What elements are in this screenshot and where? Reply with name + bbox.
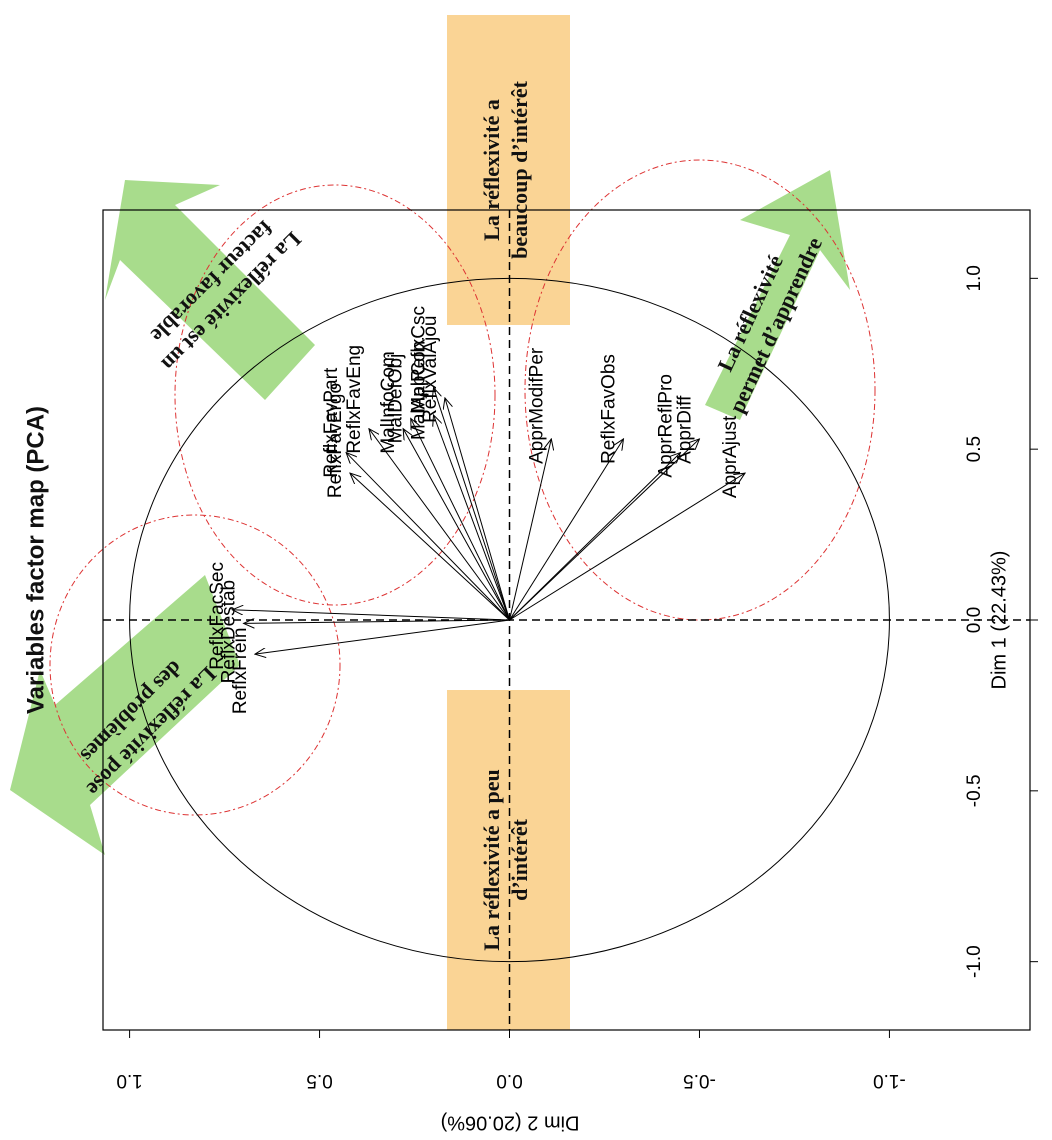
chart-title: Variables factor map (PCA) <box>22 406 49 714</box>
variable-label: MalInfoCom <box>378 351 399 453</box>
y-tick-label: 0.5 <box>306 1070 332 1091</box>
variable-label: ReflxFavPart <box>321 367 342 478</box>
annotation-text: d’intérêt <box>507 818 532 901</box>
variable-label: MalAppCon <box>409 341 430 440</box>
x-tick-label: -0.5 <box>964 774 985 807</box>
variable-arrow <box>509 473 746 621</box>
x-tick-label: 0.0 <box>964 607 985 633</box>
annotation-box <box>447 690 570 1030</box>
variable-arrow <box>509 439 700 621</box>
x-tick-label: 1.0 <box>964 265 985 291</box>
variable-label: ApprModifPer <box>526 347 547 464</box>
annotation-text: La réflexivité a peu <box>479 769 504 950</box>
variable-arrow <box>509 439 624 621</box>
variable-label: ReflxFrein <box>230 628 251 715</box>
variable-arrow <box>232 610 510 621</box>
variable-label: ApprAjust <box>720 415 741 498</box>
variable-arrow <box>244 620 510 623</box>
variable-arrow <box>255 619 510 654</box>
annotation-arrow <box>10 575 240 855</box>
annotation-text: beaucoup d’intérêt <box>507 80 532 259</box>
variable-label: MalReflxCsc <box>409 306 430 413</box>
y-axis-label: Dim 2 (20.06%) <box>441 1112 580 1134</box>
annotation-text: La réflexivité a <box>479 99 504 241</box>
variable-label: ApprReflPro <box>655 374 676 478</box>
variable-label: ReflxFavObs <box>599 354 620 464</box>
group-ellipse <box>524 159 876 621</box>
variable-label: ReflxFavEng <box>344 345 365 454</box>
y-tick-label: 0.0 <box>496 1070 522 1091</box>
variable-label: ReflxFavErgo <box>325 383 346 498</box>
variable-label: ReflxValAjou <box>420 316 441 423</box>
variable-arrow <box>350 473 510 621</box>
annotation: La réflexivité a beaucoup d’intérêt <box>479 80 532 259</box>
x-tick-label: 0.5 <box>964 436 985 462</box>
variable-label: MalDefObj <box>386 354 407 444</box>
variable-arrow <box>509 453 681 621</box>
variable-arrow <box>403 429 510 621</box>
variable-arrow <box>445 398 510 621</box>
variable-arrow <box>346 453 510 621</box>
variable-label: ApprDiff <box>674 395 695 464</box>
y-tick-label: -1.0 <box>873 1070 906 1091</box>
variable-arrow <box>434 388 510 621</box>
variable-arrow <box>411 418 510 621</box>
variable-arrow <box>509 439 552 621</box>
variable-label: ReflxFacSec <box>207 562 228 670</box>
y-tick-label: 1.0 <box>116 1070 142 1091</box>
variable-label: ReflxDestab <box>219 580 240 684</box>
variable-arrow <box>369 429 510 621</box>
x-tick-label: -1.0 <box>964 945 985 978</box>
annotation-arrow <box>705 170 850 420</box>
annotation: La réflexivité a peu d’intérêt <box>479 769 532 950</box>
annotation-arrow <box>105 180 315 400</box>
variable-arrow <box>434 415 510 621</box>
group-ellipse <box>174 184 496 606</box>
group-ellipse <box>49 514 341 816</box>
y-tick-label: -0.5 <box>683 1070 716 1091</box>
x-axis-label: Dim 1 (22.43%) <box>988 551 1010 690</box>
